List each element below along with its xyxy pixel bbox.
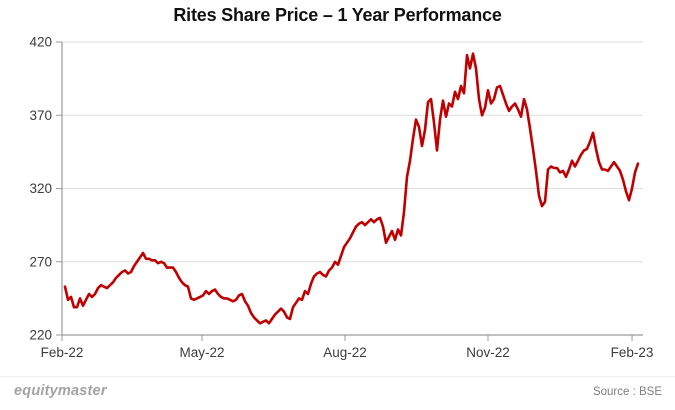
x-axis-tick-label: May-22 [179,345,224,360]
x-axis-tick-label: Feb-22 [41,345,84,360]
y-axis-tick-label: 420 [29,35,52,50]
x-axis-tick-label: Feb-23 [611,345,654,360]
y-axis-tick-label: 320 [29,181,52,196]
y-axis-tick-label: 220 [29,328,52,343]
chart-title: Rites Share Price – 1 Year Performance [173,5,502,25]
x-axis-tick-label: Nov-22 [466,345,510,360]
price-line-chart: 220 270 320 370 420 Feb-22 May-22 Aug-22 Nov-22 F… [29,35,654,361]
y-axis-tick-label: 270 [29,254,52,269]
source-attribution: Source : BSE [592,386,662,398]
footer-bar: equitymaster Source : BSE [0,376,675,410]
y-axis-tick-label: 370 [29,108,52,123]
x-axis-tick-label: Aug-22 [323,345,367,360]
price-line [63,52,640,325]
brand-logo-text: equitymaster [14,383,107,399]
